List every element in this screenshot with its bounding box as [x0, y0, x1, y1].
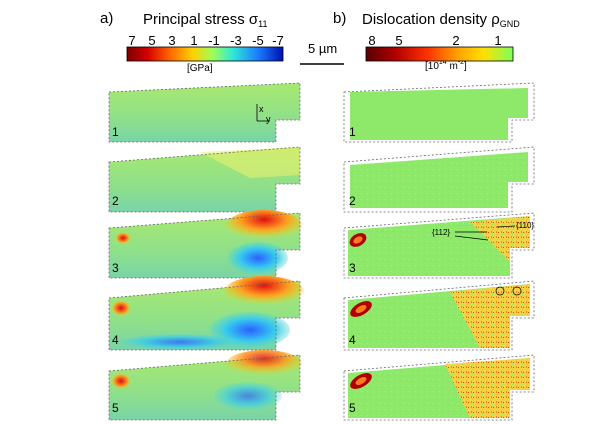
a-frame-1: [108, 82, 301, 143]
panel-a-title-main: Principal stress σ: [143, 11, 259, 28]
b-frame-number-5: 5: [349, 401, 356, 415]
a-tick-6: -5: [252, 33, 264, 48]
a-frame-number-3: 3: [112, 261, 119, 275]
a-tick-4: -1: [208, 33, 220, 48]
b-frame-2: [343, 146, 535, 213]
panel-a-title: Principal stress σ11: [143, 11, 268, 29]
panel-b-frames: [343, 82, 535, 421]
a-frame-2: [108, 146, 301, 213]
a-frame-number-5: 5: [112, 401, 119, 415]
scale-bar-label: 5 µm: [308, 41, 338, 56]
panel-b-unit: [1014 m-2]: [425, 59, 467, 72]
a-frame-number-2: 2: [112, 194, 119, 208]
a-frame-3: [108, 210, 302, 279]
b-tick-1: 5: [395, 33, 403, 48]
a-tick-3: 1: [190, 33, 198, 48]
panel-b-letter: b): [333, 10, 347, 27]
panel-b-title: Dislocation density ρGND: [362, 11, 520, 29]
b-frame-number-1: 1: [349, 125, 356, 139]
b-frame-4: [343, 280, 535, 351]
a-frame-5: [108, 350, 302, 421]
annotation-110: {110}: [516, 221, 535, 230]
panel-a-unit: [GPa]: [187, 63, 213, 74]
a-frame-4: [108, 276, 304, 351]
axis-y-label: y: [266, 114, 271, 124]
a-frame-number-4: 4: [112, 333, 119, 347]
b-frame-number-2: 2: [349, 194, 356, 208]
panel-a-colorbar: [126, 46, 284, 62]
panel-b-title-sub: GND: [499, 19, 520, 29]
b-frame-number-3: 3: [349, 261, 356, 275]
a-tick-0: 7: [128, 33, 136, 48]
b-frame-5: [343, 354, 535, 421]
a-tick-5: -3: [230, 33, 242, 48]
panel-b-title-main: Dislocation density ρ: [362, 11, 500, 28]
b-tick-3: 1: [494, 33, 502, 48]
axis-x-label: x: [259, 104, 264, 114]
panel-a-letter: a): [100, 10, 114, 27]
annotation-112: {112}: [432, 228, 451, 237]
b-frame-3: [343, 212, 535, 279]
a-frame-number-1: 1: [112, 125, 119, 139]
a-tick-2: 3: [168, 33, 176, 48]
panel-b-colorbar: [365, 46, 514, 62]
b-frame-1: [343, 82, 535, 143]
panel-a-title-sub: 11: [258, 19, 268, 29]
b-frame-number-4: 4: [349, 333, 356, 347]
a-tick-1: 5: [148, 33, 156, 48]
panel-a-frames: [108, 82, 304, 421]
b-tick-2: 2: [452, 33, 460, 48]
b-tick-0: 8: [368, 33, 376, 48]
a-tick-7: -7: [272, 33, 284, 48]
